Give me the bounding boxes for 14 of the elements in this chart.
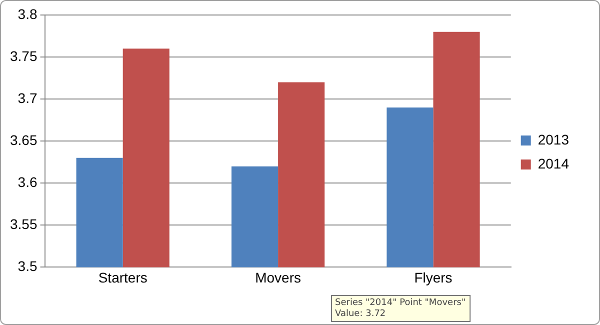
x-tick-label: Starters: [98, 269, 148, 286]
legend-label: 2014: [538, 155, 570, 172]
y-tick-label: 3.7: [18, 90, 38, 106]
x-tick-label: Movers: [255, 269, 302, 286]
y-tick-label: 3.8: [18, 6, 38, 22]
y-tick-label: 3.65: [10, 132, 38, 148]
y-tick-label: 3.5: [18, 258, 38, 274]
y-tick-label: 3.75: [10, 48, 38, 64]
text: Series "2014" Point "Movers": [335, 298, 466, 308]
y-tick-label: 3.55: [10, 216, 38, 232]
x-tick-label: Flyers: [414, 269, 452, 286]
text: Value: 3.72: [335, 308, 386, 319]
y-tick-label: 3.6: [18, 174, 38, 190]
legend-label: 2013: [538, 131, 570, 148]
